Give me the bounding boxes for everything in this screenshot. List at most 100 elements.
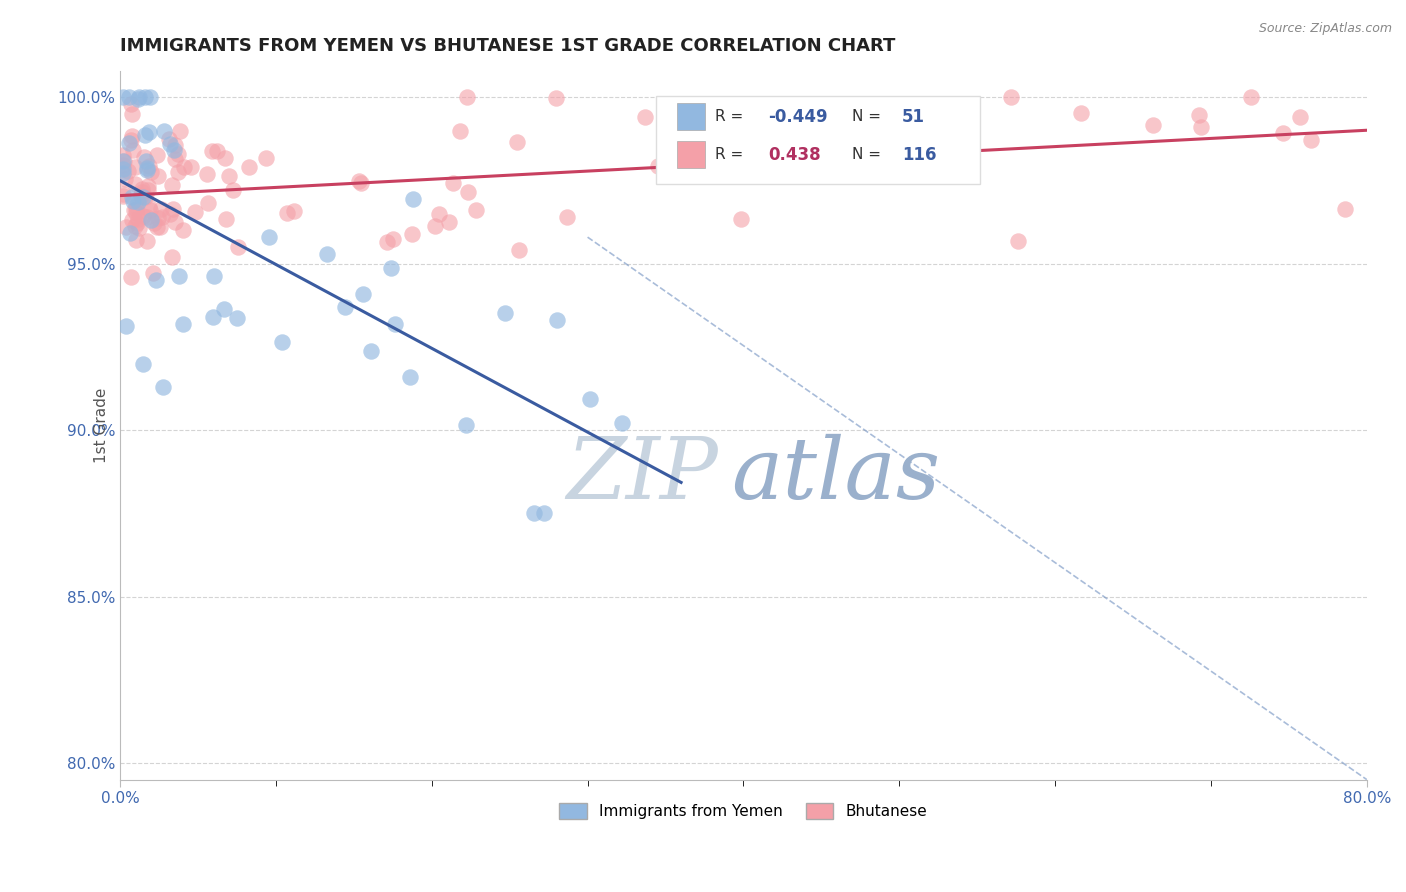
Point (148, 169, 170, 183)
Point (316, 247, 339, 261)
Text: R =: R = (714, 147, 742, 162)
Point (136, 162, 159, 177)
Point (124, 199, 146, 213)
Point (1189, 120, 1212, 134)
Point (350, 176, 373, 190)
Point (112, 161, 135, 176)
Point (138, 200, 160, 214)
Point (129, 189, 152, 203)
Point (114, 319, 136, 334)
Point (441, 176, 464, 190)
Point (555, 210, 578, 224)
Point (1271, 126, 1294, 140)
Text: N =: N = (852, 109, 882, 124)
Point (112, 166, 135, 180)
Point (150, 211, 173, 225)
Point (197, 196, 219, 211)
Point (166, 165, 188, 179)
Point (112, 153, 135, 168)
Point (121, 213, 143, 227)
Point (578, 392, 600, 406)
Point (120, 269, 142, 284)
Point (165, 152, 187, 166)
Point (398, 370, 420, 384)
Point (523, 506, 546, 520)
Point (112, 189, 135, 203)
Text: ZIP: ZIP (567, 434, 718, 516)
Point (423, 219, 446, 233)
Point (135, 154, 157, 169)
Point (139, 90, 162, 104)
Point (454, 417, 477, 432)
Point (544, 91, 567, 105)
Point (508, 244, 530, 258)
Point (610, 416, 633, 430)
Point (112, 158, 135, 172)
Point (138, 202, 160, 217)
Point (1142, 119, 1164, 133)
Legend: Immigrants from Yemen, Bhutanese: Immigrants from Yemen, Bhutanese (554, 797, 934, 825)
Point (146, 219, 169, 234)
Point (166, 147, 188, 161)
Point (1334, 202, 1357, 216)
Point (375, 235, 398, 249)
Point (138, 178, 160, 193)
Point (714, 96, 737, 111)
Point (124, 219, 146, 233)
Point (197, 168, 219, 182)
Point (957, 159, 980, 173)
Point (955, 139, 977, 153)
Point (1188, 108, 1211, 122)
Point (138, 160, 160, 174)
Text: atlas: atlas (731, 434, 941, 516)
Point (120, 226, 142, 240)
Point (127, 194, 149, 209)
Point (115, 219, 138, 234)
Point (134, 150, 156, 164)
Text: N =: N = (852, 147, 882, 162)
Point (225, 311, 247, 326)
Point (118, 90, 141, 104)
Point (136, 184, 159, 198)
Point (112, 90, 135, 104)
Point (122, 194, 145, 208)
Point (172, 223, 194, 237)
Point (124, 233, 146, 247)
Point (271, 334, 294, 349)
Point (118, 136, 141, 151)
Point (131, 186, 153, 200)
Point (384, 317, 406, 331)
Point (226, 239, 249, 253)
Point (360, 344, 382, 359)
Text: 116: 116 (901, 146, 936, 164)
Point (112, 154, 135, 169)
Text: Source: ZipAtlas.com: Source: ZipAtlas.com (1258, 22, 1392, 36)
Point (134, 190, 156, 204)
Point (127, 91, 149, 105)
Point (129, 188, 152, 202)
Point (146, 147, 169, 161)
Point (120, 133, 142, 147)
Point (215, 212, 238, 227)
Point (132, 189, 155, 203)
Point (157, 131, 180, 145)
Point (152, 380, 174, 394)
Point (121, 106, 143, 120)
Point (160, 178, 183, 193)
Point (207, 144, 229, 158)
Point (401, 192, 423, 206)
Point (131, 182, 153, 196)
Point (167, 268, 190, 283)
FancyBboxPatch shape (657, 95, 980, 184)
Point (125, 202, 148, 216)
Point (138, 125, 160, 139)
Point (546, 313, 568, 327)
Point (333, 300, 356, 314)
Point (730, 212, 752, 227)
Point (153, 124, 176, 138)
Point (142, 266, 165, 280)
Point (202, 268, 225, 283)
Point (1299, 133, 1322, 147)
Point (136, 161, 159, 175)
Point (218, 169, 240, 183)
